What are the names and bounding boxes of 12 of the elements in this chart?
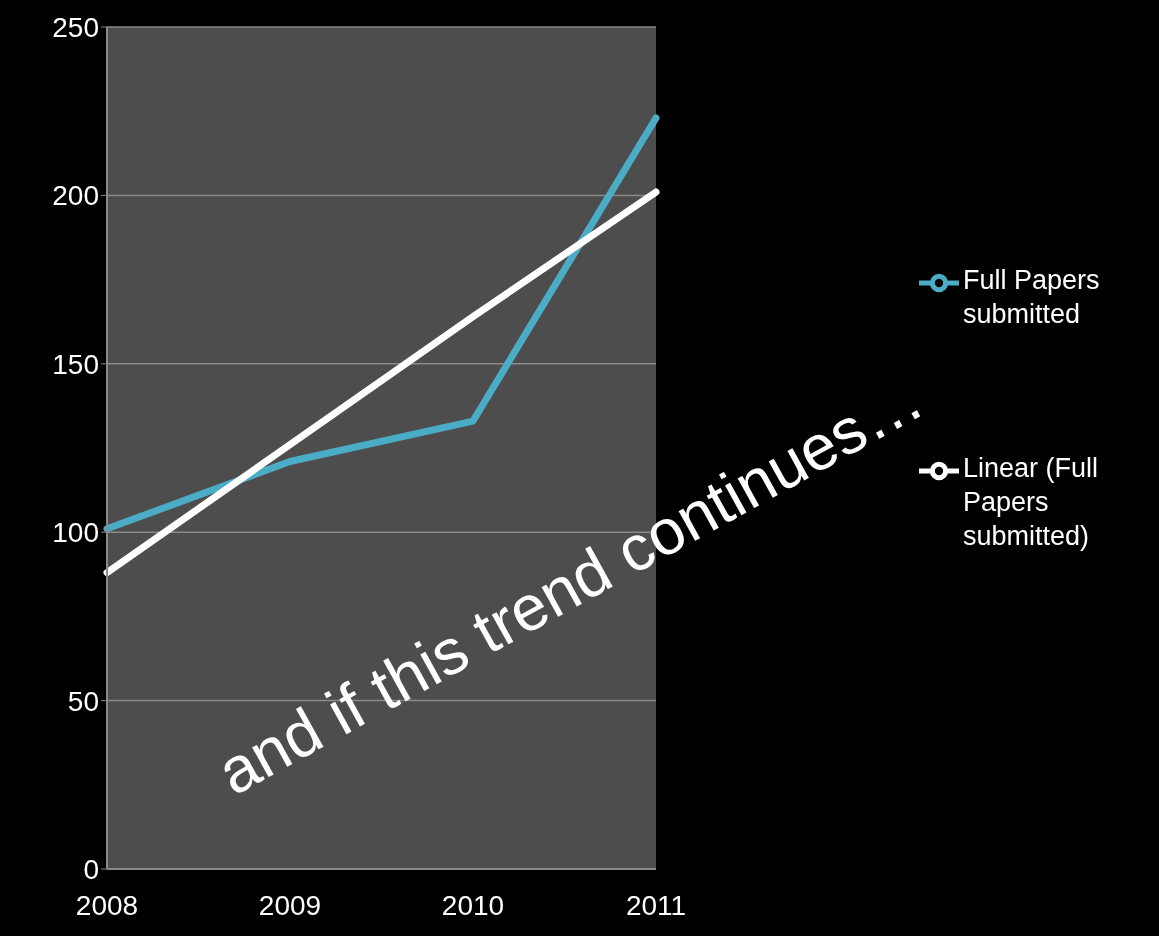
y-tick-label: 250 bbox=[52, 11, 99, 43]
x-tick-label: 2010 bbox=[441, 889, 505, 921]
legend-label: Full Papers submitted bbox=[963, 264, 1101, 331]
legend-label: Linear (Full Papers submitted) bbox=[963, 452, 1100, 553]
y-tick-label: 200 bbox=[52, 180, 99, 212]
x-tick-label: 2008 bbox=[75, 889, 139, 921]
y-tick-label: 0 bbox=[83, 853, 99, 885]
x-tick-label: 2009 bbox=[258, 889, 322, 921]
y-tick-label: 150 bbox=[52, 348, 99, 380]
y-tick-label: 50 bbox=[67, 685, 99, 717]
y-tick-label: 100 bbox=[52, 517, 99, 549]
x-tick-label: 2011 bbox=[625, 889, 687, 921]
